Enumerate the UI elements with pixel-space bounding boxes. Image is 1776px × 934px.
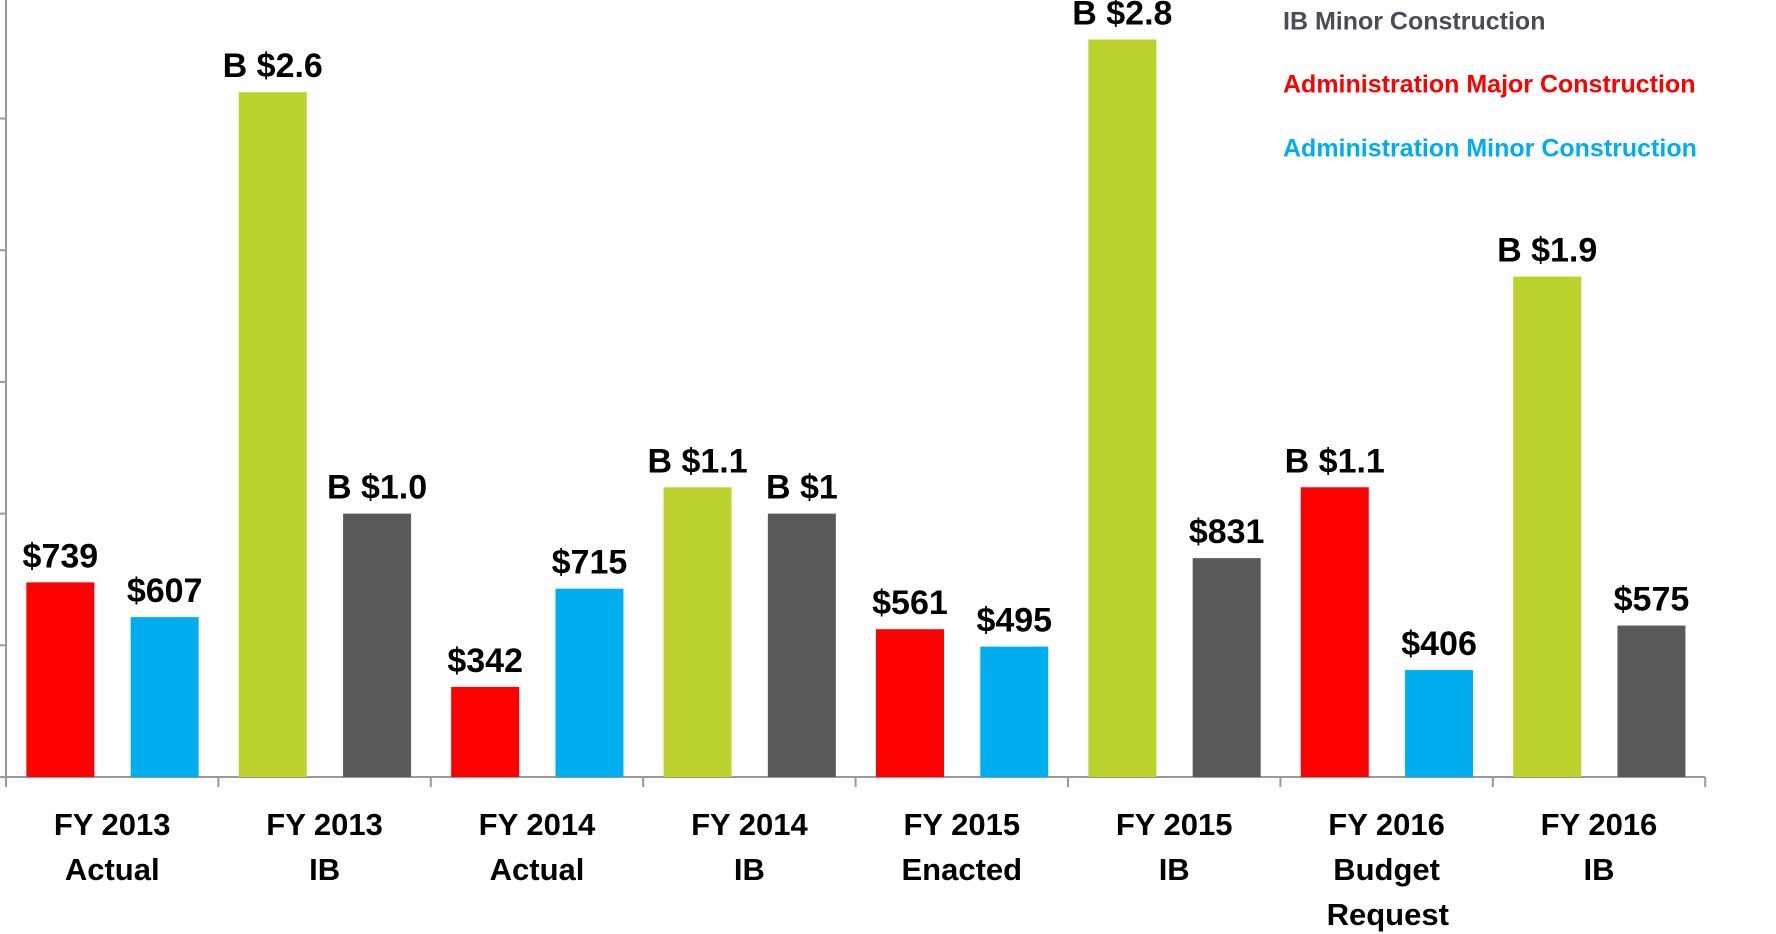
value-label: B $1.1: [647, 442, 747, 480]
value-label: $561: [872, 584, 948, 622]
bar: [980, 647, 1048, 777]
x-tick-label: FY 2016 IB: [1524, 802, 1674, 892]
value-label: B $1: [766, 469, 838, 507]
page: IB Minor Construction Administration Majo…: [0, 0, 1776, 934]
value-label: B $1.0: [327, 469, 427, 507]
value-label: B $2.8: [1072, 0, 1172, 32]
bar: [1088, 40, 1156, 777]
value-label: $607: [127, 572, 203, 610]
x-tick-label: FY 2013 IB: [250, 802, 400, 892]
x-tick-label: FY 2013 Actual: [37, 802, 187, 892]
bar: [1301, 487, 1369, 777]
bar: [451, 687, 519, 777]
value-label: $575: [1614, 581, 1690, 619]
bar: [343, 514, 411, 777]
value-label: B $1.1: [1285, 442, 1385, 480]
x-tick-label: FY 2015 Enacted: [887, 802, 1037, 892]
bar: [26, 582, 94, 777]
x-tick-label: FY 2015 IB: [1099, 802, 1249, 892]
x-tick-label: FY 2014 IB: [674, 802, 824, 892]
bar: [1405, 670, 1473, 777]
legend-entry: Administration Major Construction: [1283, 71, 1696, 99]
bar: [664, 487, 732, 777]
legend-entry: IB Minor Construction: [1283, 8, 1545, 36]
bar: [239, 92, 307, 777]
bar: [768, 514, 836, 777]
bar: [555, 589, 623, 777]
value-label: B $2.6: [223, 47, 323, 85]
chart: IB Minor Construction Administration Majo…: [0, 0, 1776, 934]
value-label: $495: [976, 602, 1052, 640]
value-label: $406: [1401, 625, 1477, 663]
value-label: B $1.9: [1497, 232, 1597, 270]
x-tick-label: FY 2016 Budget Request: [1327, 802, 1447, 934]
value-label: $831: [1189, 513, 1265, 551]
value-label: $739: [23, 537, 99, 575]
bar: [131, 617, 199, 777]
bar: [876, 629, 944, 777]
bar: [1513, 277, 1581, 777]
value-label: $342: [447, 642, 523, 680]
x-tick-label: FY 2014 Actual: [462, 802, 612, 892]
bar: [1617, 626, 1685, 777]
bar: [1193, 558, 1261, 777]
value-label: $715: [552, 544, 628, 582]
legend-entry: Administration Minor Construction: [1283, 135, 1697, 163]
